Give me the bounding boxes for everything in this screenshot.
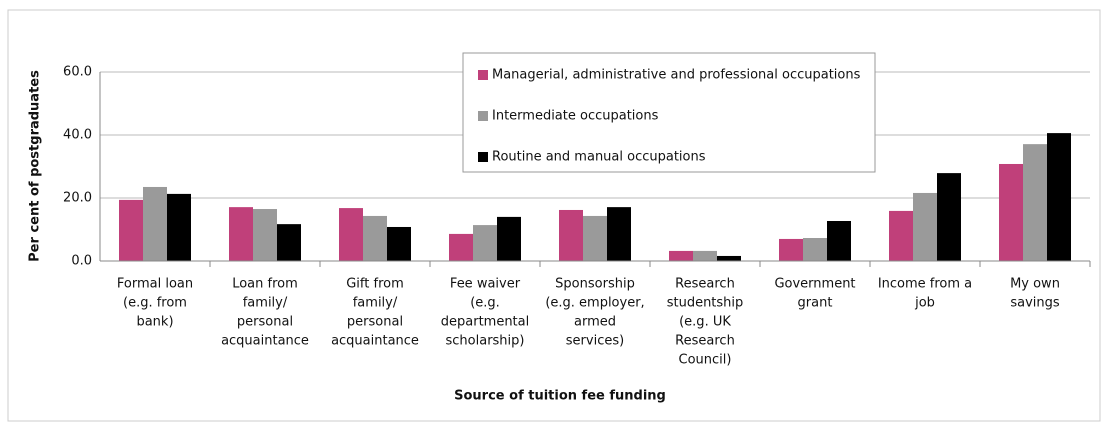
bar	[497, 216, 521, 261]
bar	[277, 224, 301, 261]
x-tick-label: grant	[798, 296, 833, 311]
legend-swatch	[478, 70, 488, 80]
bar	[119, 199, 143, 261]
legend-swatch	[478, 111, 488, 121]
x-tick-label: Research	[675, 277, 735, 292]
bar	[607, 207, 631, 261]
bar	[339, 208, 363, 261]
x-tick-label: services)	[566, 334, 624, 349]
y-tick-label: 20.0	[63, 191, 92, 206]
bar	[143, 186, 167, 261]
x-axis-title: Source of tuition fee funding	[454, 389, 666, 404]
y-tick-label: 40.0	[63, 128, 92, 143]
x-tick-label: (e.g. from	[123, 296, 187, 311]
legend-label: Intermediate occupations	[492, 109, 659, 124]
x-tick-label: Formal loan	[117, 277, 193, 292]
x-tick-label: acquaintance	[331, 334, 419, 349]
bar	[937, 173, 961, 261]
x-tick-label: armed	[574, 315, 616, 330]
bar	[449, 233, 473, 261]
legend-box	[462, 52, 876, 173]
bar	[167, 193, 191, 261]
bar	[779, 238, 803, 261]
x-tick-label: (e.g.	[470, 296, 500, 311]
legend-swatch	[478, 152, 488, 162]
bar	[363, 215, 387, 261]
x-tick-label: Income from a	[878, 277, 972, 292]
x-tick-label: (e.g. UK	[679, 315, 731, 330]
x-tick-label: Gift from	[346, 277, 404, 292]
x-tick-label: My own	[1010, 277, 1060, 292]
bar	[253, 209, 277, 261]
legend-label: Routine and manual occupations	[492, 150, 706, 165]
x-tick-label: departmental	[441, 315, 530, 330]
x-tick-label: (e.g. employer,	[545, 296, 644, 311]
bar	[229, 207, 253, 261]
x-tick-label: Fee waiver	[450, 277, 521, 292]
y-tick-label: 0.0	[71, 254, 92, 269]
x-tick-label: bank)	[136, 315, 173, 330]
legend-label: Managerial, administrative and professio…	[492, 68, 861, 83]
y-tick-label: 60.0	[63, 65, 92, 80]
x-tick-label: Government	[774, 277, 855, 292]
bar	[999, 163, 1023, 261]
bar	[889, 210, 913, 261]
bar	[387, 226, 411, 261]
bar	[583, 215, 607, 261]
x-tick-label: job	[914, 296, 935, 311]
x-tick-label: family/	[243, 296, 288, 311]
bar	[1023, 144, 1047, 261]
x-tick-label: Sponsorship	[555, 277, 635, 292]
x-tick-label: acquaintance	[221, 334, 309, 349]
x-tick-label: studentship	[667, 296, 744, 311]
x-tick-label: scholarship)	[446, 334, 525, 349]
bar	[717, 255, 741, 261]
y-axis-title: Per cent of postgraduates	[28, 70, 43, 262]
x-tick-label: personal	[347, 315, 403, 330]
x-tick-label: Loan from	[232, 277, 298, 292]
bar	[559, 209, 583, 261]
x-tick-label: family/	[353, 296, 398, 311]
bar	[1047, 133, 1071, 261]
bar	[693, 250, 717, 261]
bar	[913, 192, 937, 261]
x-tick-label: Research	[675, 334, 735, 349]
bar	[473, 225, 497, 261]
x-tick-label: savings	[1010, 296, 1060, 311]
bar	[669, 250, 693, 261]
x-tick-label: personal	[237, 315, 293, 330]
bar	[827, 220, 851, 261]
bar	[803, 238, 827, 261]
x-tick-label: Council)	[679, 353, 732, 368]
